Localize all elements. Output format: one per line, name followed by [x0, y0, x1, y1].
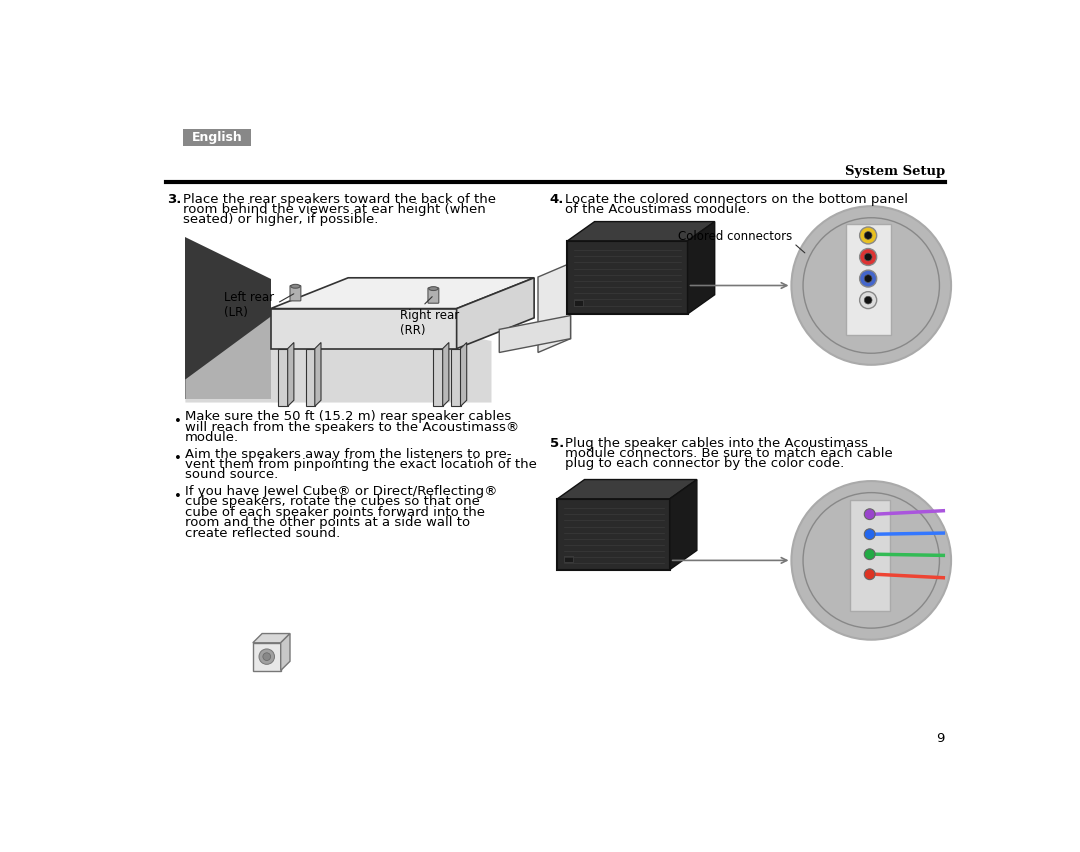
Polygon shape: [670, 480, 697, 570]
Polygon shape: [271, 278, 535, 308]
Text: of the Acoustimass module.: of the Acoustimass module.: [565, 203, 751, 216]
Text: Make sure the 50 ft (15.2 m) rear speaker cables: Make sure the 50 ft (15.2 m) rear speake…: [185, 411, 511, 423]
FancyBboxPatch shape: [253, 642, 281, 671]
Circle shape: [860, 227, 877, 244]
FancyBboxPatch shape: [557, 498, 670, 570]
Circle shape: [792, 206, 951, 365]
Text: cube of each speaker points forward into the: cube of each speaker points forward into…: [185, 506, 485, 519]
Circle shape: [864, 529, 875, 539]
Text: System Setup: System Setup: [845, 165, 945, 178]
Text: English: English: [192, 131, 243, 144]
Ellipse shape: [429, 286, 438, 291]
Circle shape: [860, 270, 877, 287]
Text: vent them from pinpointing the exact location of the: vent them from pinpointing the exact loc…: [185, 458, 537, 471]
Text: Right rear
(RR): Right rear (RR): [400, 296, 459, 337]
Text: 4.: 4.: [550, 193, 564, 206]
Circle shape: [792, 481, 951, 640]
Text: Colored connectors: Colored connectors: [678, 230, 793, 243]
FancyBboxPatch shape: [847, 224, 891, 335]
Polygon shape: [253, 634, 291, 642]
Polygon shape: [557, 480, 697, 498]
Polygon shape: [567, 222, 715, 241]
Text: sound source.: sound source.: [185, 469, 278, 481]
Polygon shape: [314, 343, 321, 406]
Polygon shape: [287, 343, 294, 406]
Text: module.: module.: [185, 431, 239, 444]
Circle shape: [864, 274, 872, 282]
Circle shape: [864, 549, 875, 560]
Polygon shape: [306, 348, 314, 406]
Circle shape: [804, 218, 940, 354]
Text: If you have Jewel Cube® or Direct/Reflecting®: If you have Jewel Cube® or Direct/Reflec…: [185, 485, 497, 498]
Polygon shape: [279, 348, 287, 406]
Circle shape: [860, 249, 877, 266]
Circle shape: [864, 253, 872, 261]
Text: create reflected sound.: create reflected sound.: [185, 527, 340, 539]
Text: 3.: 3.: [167, 193, 181, 206]
Text: •: •: [174, 415, 181, 428]
FancyBboxPatch shape: [428, 288, 438, 303]
Text: Place the rear speakers toward the back of the: Place the rear speakers toward the back …: [183, 193, 496, 206]
Ellipse shape: [291, 285, 300, 288]
Text: will reach from the speakers to the Acoustimass®: will reach from the speakers to the Acou…: [185, 421, 518, 434]
FancyBboxPatch shape: [567, 241, 688, 314]
Text: seated) or higher, if possible.: seated) or higher, if possible.: [183, 213, 378, 226]
Polygon shape: [186, 302, 491, 402]
Text: cube speakers, rotate the cubes so that one: cube speakers, rotate the cubes so that …: [185, 495, 480, 509]
Polygon shape: [433, 348, 443, 406]
Circle shape: [860, 291, 877, 308]
Text: Plug the speaker cables into the Acoustimass: Plug the speaker cables into the Acousti…: [565, 437, 868, 450]
Text: room and the other points at a side wall to: room and the other points at a side wall…: [185, 516, 470, 529]
Circle shape: [864, 232, 872, 239]
Polygon shape: [460, 343, 467, 406]
Polygon shape: [688, 222, 715, 314]
Polygon shape: [271, 308, 457, 348]
Text: 5.: 5.: [550, 437, 564, 450]
Text: plug to each connector by the color code.: plug to each connector by the color code…: [565, 458, 845, 470]
FancyBboxPatch shape: [573, 300, 583, 306]
Text: Aim the speakers away from the listeners to pre-: Aim the speakers away from the listeners…: [185, 447, 511, 461]
Circle shape: [864, 296, 872, 304]
Polygon shape: [499, 315, 570, 353]
Polygon shape: [281, 634, 291, 671]
Circle shape: [804, 492, 940, 628]
Polygon shape: [457, 278, 535, 348]
Polygon shape: [443, 343, 449, 406]
FancyBboxPatch shape: [291, 285, 301, 301]
Circle shape: [864, 569, 875, 579]
FancyBboxPatch shape: [850, 500, 890, 611]
Text: Left rear
(LR): Left rear (LR): [225, 291, 294, 319]
Text: •: •: [174, 490, 181, 503]
Circle shape: [259, 649, 274, 665]
FancyBboxPatch shape: [564, 556, 572, 562]
Polygon shape: [186, 237, 271, 399]
Circle shape: [262, 653, 271, 660]
FancyBboxPatch shape: [183, 130, 252, 147]
Polygon shape: [451, 348, 460, 406]
Circle shape: [864, 509, 875, 520]
Text: module connectors. Be sure to match each cable: module connectors. Be sure to match each…: [565, 447, 893, 460]
Text: Locate the colored connectors on the bottom panel: Locate the colored connectors on the bot…: [565, 193, 908, 206]
Text: •: •: [174, 452, 181, 465]
Text: room behind the viewers at ear height (when: room behind the viewers at ear height (w…: [183, 203, 486, 216]
Polygon shape: [538, 263, 570, 353]
Text: 9: 9: [936, 732, 945, 746]
